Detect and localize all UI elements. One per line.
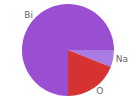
svg-text:Na: Na: [116, 54, 128, 64]
svg-text:Bi: Bi: [24, 10, 33, 20]
svg-text:O: O: [96, 86, 103, 96]
